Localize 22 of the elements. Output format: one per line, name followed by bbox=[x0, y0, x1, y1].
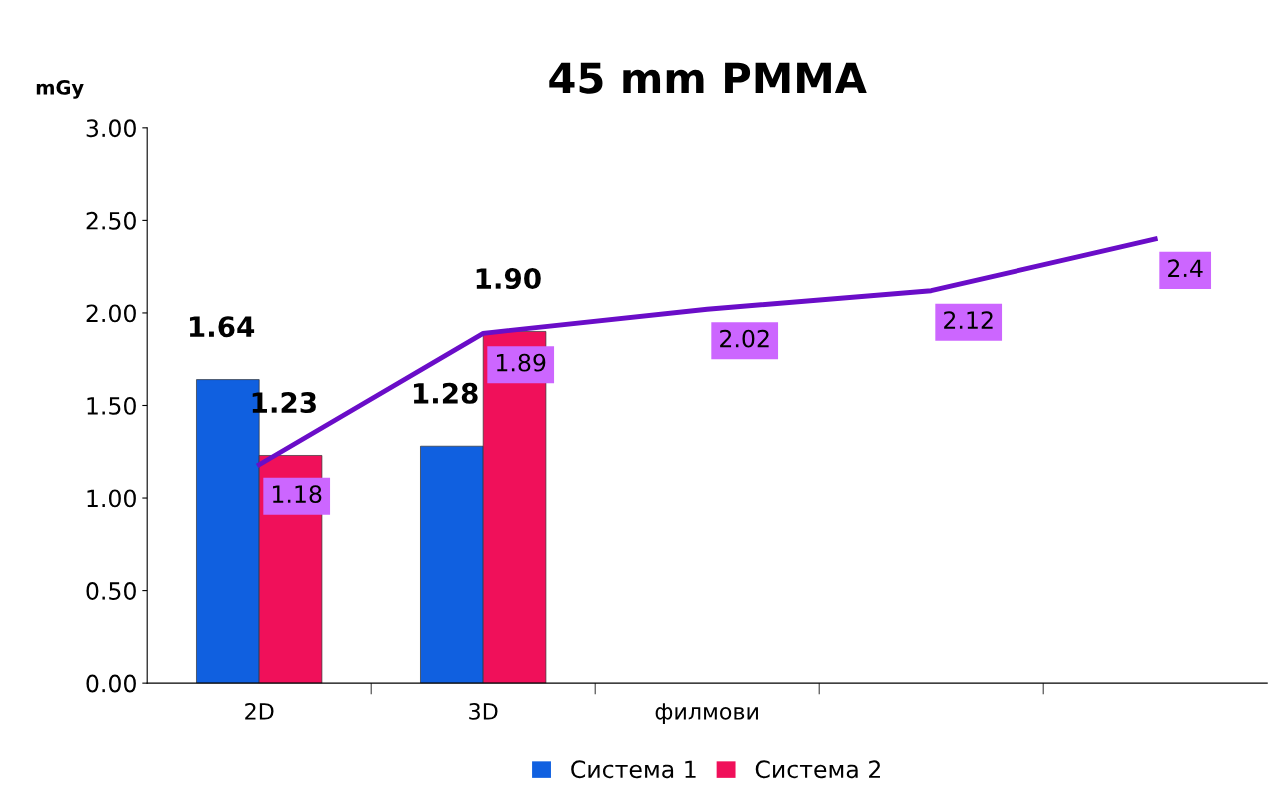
y-tick-label: 1.00 bbox=[87, 489, 136, 508]
y-tick-label: 2.50 bbox=[86, 211, 136, 230]
y-tick-label: 3.00 bbox=[86, 119, 136, 138]
data-label: 2.02 bbox=[720, 329, 769, 348]
y-tick-label: 0.00 bbox=[86, 674, 136, 693]
legend-label: Система 2 bbox=[755, 760, 880, 779]
x-tick-label: филмови bbox=[655, 703, 758, 725]
data-label: 1.89 bbox=[496, 353, 546, 372]
data-label: 2.12 bbox=[944, 311, 993, 329]
data-label: 1.18 bbox=[272, 485, 322, 504]
data-label: 1.90 bbox=[476, 268, 541, 290]
y-tick-label: 0.50 bbox=[86, 582, 136, 600]
y-axis-title: mGy bbox=[36, 80, 84, 99]
x-tick-label: 3D bbox=[469, 702, 498, 720]
data-label: 1.28 bbox=[413, 382, 478, 404]
legend-label: Система 1 bbox=[571, 760, 696, 779]
data-label: 1.64 bbox=[189, 316, 255, 338]
y-tick-label: 1.50 bbox=[87, 396, 136, 415]
y-tick-label: 2.00 bbox=[86, 304, 136, 323]
x-tick-label: 2D bbox=[245, 702, 274, 720]
data-label: 2.4 bbox=[1168, 259, 1203, 277]
chart-title: 45 mm PMMA bbox=[549, 62, 867, 94]
